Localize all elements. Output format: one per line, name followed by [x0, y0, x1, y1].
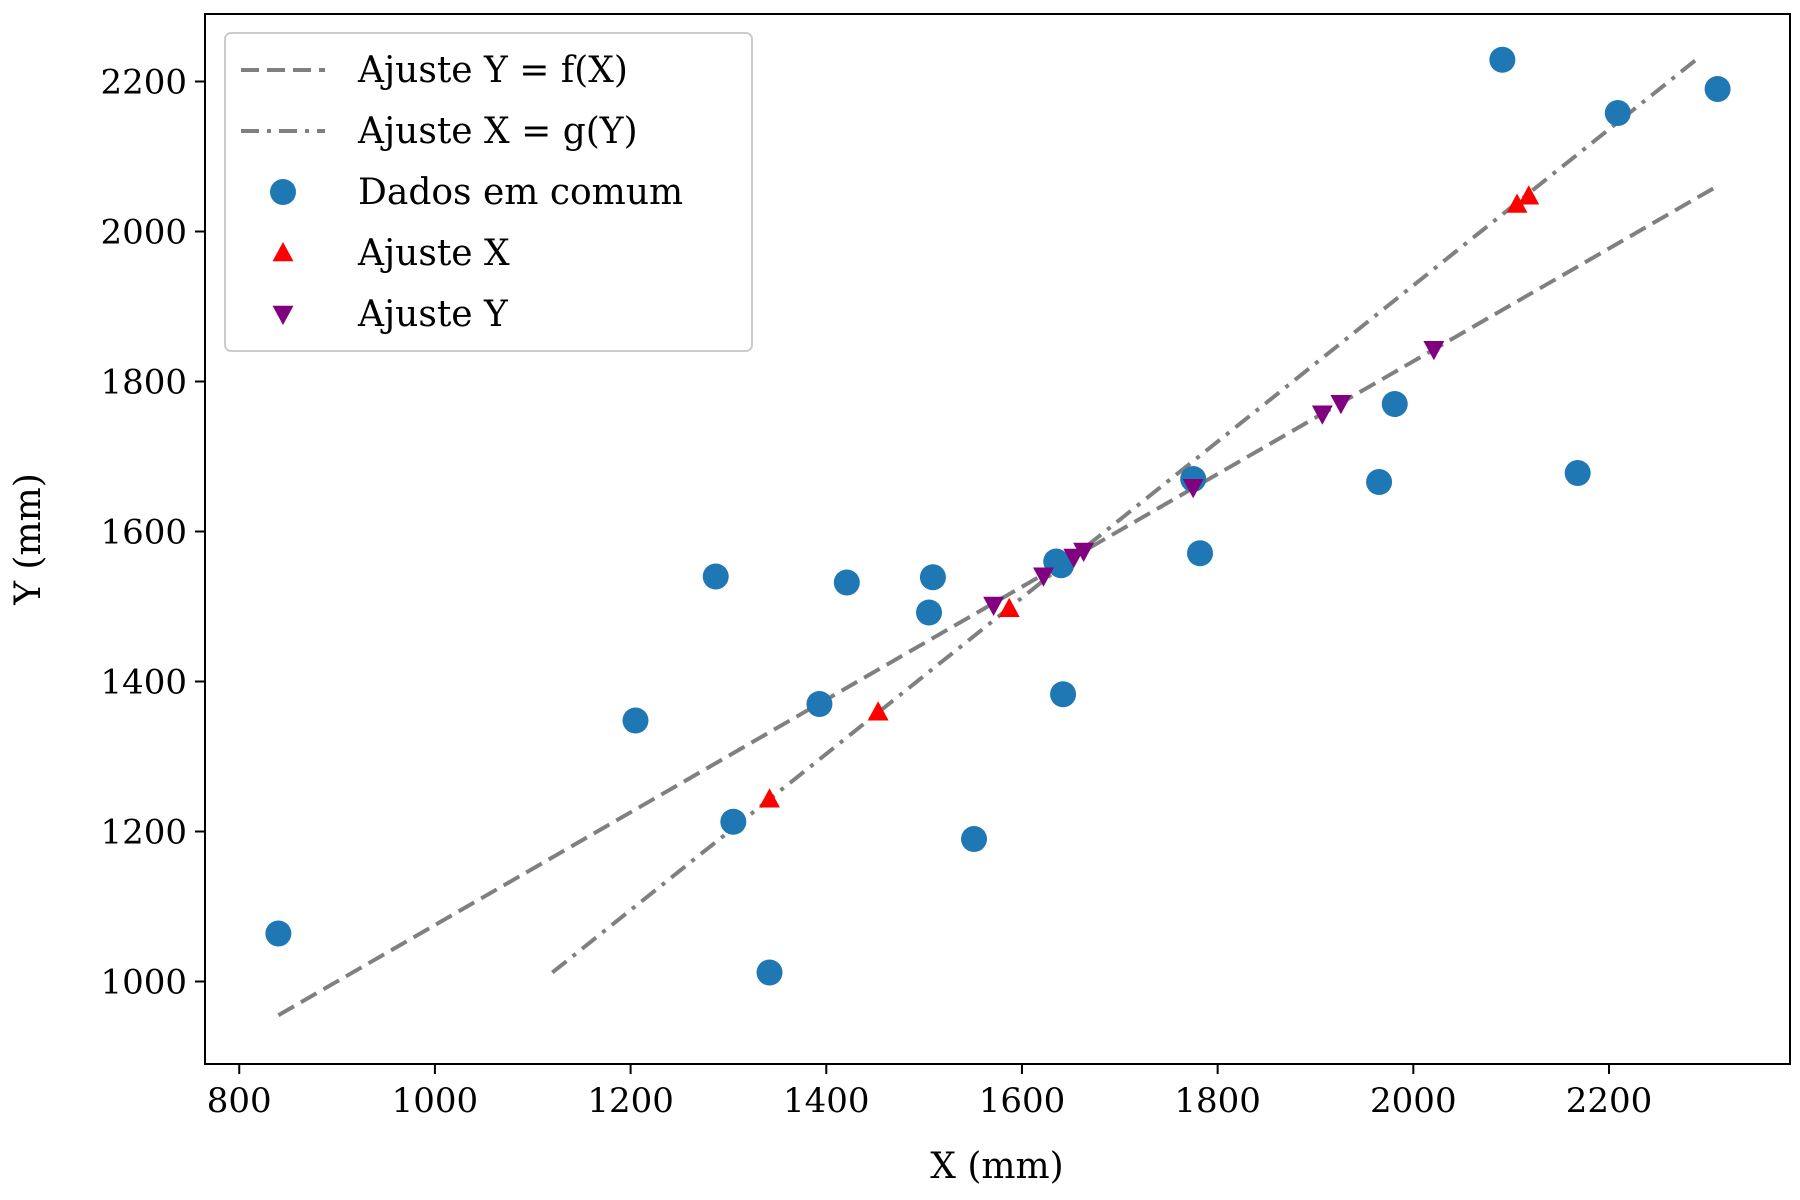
- data-point: [759, 788, 780, 808]
- data-point: [1423, 341, 1445, 361]
- x-tick-label: 1800: [1174, 1081, 1261, 1121]
- data-point: [1050, 681, 1077, 708]
- data-point: [1330, 395, 1352, 415]
- legend-label: Ajuste Y: [357, 294, 509, 335]
- data-point: [1518, 185, 1540, 205]
- y-tick-label: 1400: [100, 663, 187, 703]
- data-point: [1187, 540, 1214, 567]
- y-tick-label: 2000: [100, 213, 187, 253]
- x-tick-label: 800: [207, 1081, 272, 1121]
- data-point: [720, 808, 747, 835]
- data-point: [1311, 405, 1333, 425]
- legend-label: Ajuste X = g(Y): [357, 111, 638, 152]
- legend-item-ajuste-y: Ajuste Y: [272, 294, 509, 335]
- data-point: [919, 564, 946, 591]
- x-tick-label: 2000: [1370, 1081, 1457, 1121]
- data-point: [916, 599, 943, 626]
- legend-swatch: [272, 305, 294, 325]
- legend-swatch: [272, 242, 294, 262]
- data-point: [702, 563, 729, 590]
- legend-swatch: [270, 179, 296, 205]
- series-ajuste-y-f-x: [277, 184, 1718, 1017]
- legend-item-ajuste-x: Ajuste X: [272, 233, 510, 274]
- plot-layer: [265, 46, 1731, 1017]
- y-tick-label: 2200: [100, 63, 187, 103]
- legend-frame: [224, 32, 753, 352]
- data-point: [756, 959, 783, 986]
- x-tick-label: 1200: [587, 1081, 674, 1121]
- x-tick-label: 1000: [392, 1081, 479, 1121]
- data-point: [1604, 100, 1631, 126]
- data-point: [983, 596, 1005, 616]
- y-tick-label: 1000: [100, 963, 187, 1003]
- legend-item-dados-em-comum: Dados em comum: [270, 172, 683, 213]
- plot-frame: [204, 13, 1791, 1065]
- fit-line-ajuste-y-f-x: [277, 184, 1718, 1017]
- data-point: [622, 707, 649, 734]
- data-point: [1506, 193, 1528, 213]
- data-point: [806, 691, 833, 717]
- data-point: [1489, 46, 1516, 73]
- data-point: [833, 569, 860, 596]
- legend-item-ajuste-y-f-x: Ajuste Y = f(X): [241, 50, 628, 91]
- legend: Ajuste Y = f(X) Ajuste X = g(Y) Dados em c…: [224, 32, 753, 352]
- legend-label: Ajuste X: [357, 233, 510, 274]
- data-point: [1704, 76, 1731, 102]
- data-point: [998, 597, 1020, 617]
- data-point: [1048, 552, 1075, 579]
- legend-label: Ajuste Y = f(X): [357, 50, 628, 91]
- y-tick-label: 1600: [100, 513, 187, 553]
- legend-item-ajuste-x-g-y: Ajuste X = g(Y): [241, 111, 638, 152]
- x-axis-label: X (mm): [930, 1146, 1063, 1187]
- series-ajuste-y: [983, 341, 1445, 616]
- y-axis-ticks: 1000 1200 1400 1600 1800 2000 2200: [100, 63, 205, 1003]
- y-tick-label: 1800: [100, 363, 187, 403]
- x-tick-label: 1400: [783, 1081, 870, 1121]
- data-point: [1381, 391, 1408, 417]
- legend-label: Dados em comum: [358, 172, 683, 213]
- data-point: [1033, 567, 1054, 587]
- x-tick-label: 1600: [979, 1081, 1066, 1121]
- y-axis-label: Y (mm): [8, 473, 49, 606]
- x-axis-ticks: 800 1000 1200 1400 1600 1800 2000 2200: [207, 1064, 1652, 1121]
- data-point: [1564, 460, 1591, 486]
- data-point: [961, 826, 988, 852]
- y-tick-label: 1200: [100, 813, 187, 853]
- data-point: [1182, 479, 1204, 499]
- data-point: [1073, 542, 1095, 562]
- series-ajuste-x: [759, 185, 1540, 808]
- data-point: [1366, 469, 1393, 495]
- x-tick-label: 2200: [1566, 1081, 1653, 1121]
- data-point: [265, 920, 292, 947]
- data-point: [867, 701, 889, 721]
